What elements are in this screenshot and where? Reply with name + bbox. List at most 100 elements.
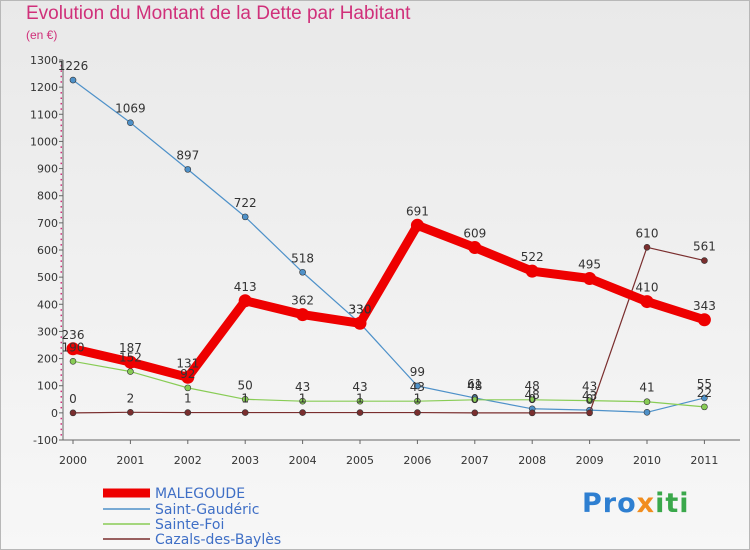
- data-point: [238, 294, 252, 308]
- y-minor-tick: [60, 260, 62, 262]
- data-point: [701, 394, 708, 402]
- data-label: 561: [693, 240, 716, 254]
- data-label: 722: [234, 196, 257, 210]
- data-label: 187: [119, 341, 142, 355]
- data-label: 43: [295, 380, 310, 394]
- data-label: 92: [180, 367, 195, 381]
- y-minor-tick: [60, 379, 62, 382]
- y-minor-tick: [60, 119, 62, 121]
- data-label: 410: [636, 281, 659, 295]
- y-tick-label: 100: [37, 380, 58, 393]
- y-minor-tick: [60, 233, 62, 235]
- x-tick-label: 2000: [59, 454, 87, 467]
- x-tick-label: 2004: [289, 454, 317, 467]
- data-point: [127, 409, 134, 416]
- y-minor-tick: [60, 130, 62, 132]
- data-point: [414, 382, 421, 390]
- y-minor-tick: [60, 216, 62, 219]
- series-line: [72, 79, 706, 413]
- data-point: [468, 241, 482, 255]
- data-label: 362: [291, 294, 314, 308]
- y-minor-tick: [60, 227, 62, 230]
- data-point: [643, 409, 651, 416]
- data-label: 1226: [58, 59, 89, 73]
- x-tick-label: 2006: [403, 454, 431, 467]
- data-label: 1: [356, 392, 364, 406]
- y-minor-tick: [60, 396, 62, 398]
- legend-label: Cazals-des-Baylès: [155, 532, 281, 548]
- legend-label: Sainte-Foi: [155, 517, 224, 533]
- y-tick-label: 500: [37, 271, 58, 284]
- data-point: [701, 403, 708, 411]
- y-tick-label: 1300: [30, 54, 58, 67]
- y-minor-tick: [60, 102, 62, 105]
- data-point: [127, 119, 134, 126]
- data-label: 330: [349, 302, 372, 316]
- y-minor-tick: [60, 151, 62, 154]
- x-tick-label: 2003: [231, 454, 259, 467]
- data-point: [471, 409, 479, 417]
- data-label: 1: [184, 392, 192, 406]
- data-label: 190: [62, 340, 85, 354]
- data-point: [583, 272, 597, 285]
- chart-unit: (en €): [26, 28, 58, 42]
- y-minor-tick: [60, 314, 62, 317]
- data-label: 61: [467, 377, 482, 391]
- y-minor-tick: [60, 184, 62, 186]
- y-tick-label: 700: [37, 217, 58, 230]
- y-tick-label: 1100: [30, 108, 58, 121]
- y-tick-label: 200: [37, 353, 58, 366]
- data-point: [697, 313, 711, 327]
- y-minor-tick: [60, 206, 62, 208]
- data-label: 236: [62, 328, 85, 342]
- y-minor-tick: [60, 320, 62, 322]
- y-tick-label: -100: [33, 434, 58, 447]
- y-minor-tick: [60, 97, 62, 99]
- data-label: 55: [697, 377, 712, 391]
- data-point: [410, 218, 424, 232]
- y-tick-label: 1000: [30, 135, 58, 148]
- y-minor-tick: [60, 374, 62, 376]
- data-label: 609: [463, 227, 486, 241]
- y-minor-tick: [60, 401, 62, 403]
- y-minor-tick: [60, 298, 62, 300]
- data-label: 0: [528, 392, 536, 406]
- data-label: 330: [349, 302, 372, 316]
- data-label: 0: [69, 392, 77, 406]
- data-point: [528, 409, 536, 417]
- x-tick-label: 2011: [690, 454, 718, 467]
- data-label: 495: [578, 258, 601, 272]
- y-tick-label: 1200: [30, 81, 58, 94]
- data-point: [299, 397, 306, 405]
- data-point: [586, 409, 593, 417]
- data-label: 522: [521, 250, 544, 264]
- series-line: [72, 246, 706, 414]
- y-minor-tick: [60, 434, 62, 436]
- x-tick-label: 2002: [174, 454, 202, 467]
- y-minor-tick: [60, 70, 62, 72]
- y-minor-tick: [60, 189, 62, 192]
- data-label: 50: [238, 378, 253, 392]
- y-minor-tick: [60, 178, 62, 181]
- data-label: 131: [176, 356, 199, 370]
- y-minor-tick: [60, 271, 62, 273]
- x-tick-label: 2009: [576, 454, 604, 467]
- data-label: 0: [471, 392, 479, 406]
- y-minor-tick: [60, 417, 62, 420]
- data-point: [640, 295, 654, 309]
- y-tick-label: 800: [37, 190, 58, 203]
- y-minor-tick: [60, 336, 62, 338]
- data-label: 48: [467, 379, 482, 393]
- data-label: 343: [693, 299, 716, 313]
- data-label: 48: [525, 388, 540, 402]
- x-tick-label: 2007: [461, 454, 489, 467]
- data-point: [701, 257, 708, 264]
- y-minor-tick: [60, 347, 62, 349]
- y-minor-tick: [60, 341, 62, 344]
- data-label: 1: [241, 392, 249, 406]
- y-minor-tick: [60, 238, 62, 241]
- data-point: [528, 396, 536, 404]
- y-minor-tick: [60, 64, 62, 67]
- y-tick-label: 900: [37, 163, 58, 176]
